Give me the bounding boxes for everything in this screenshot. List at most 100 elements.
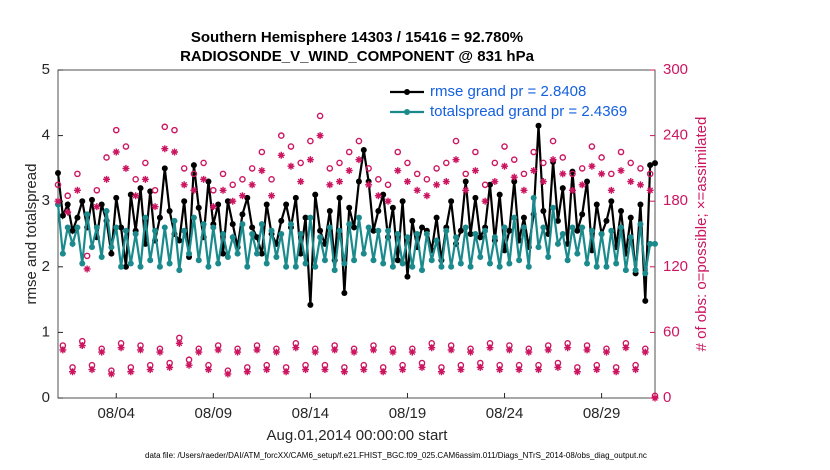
assimilated-marker (384, 197, 392, 205)
assimilated-marker (350, 348, 358, 356)
assimilated-marker (418, 363, 426, 371)
assimilated-marker (573, 368, 581, 376)
point (156, 263, 163, 270)
assimilated-marker (180, 181, 188, 189)
point (516, 257, 523, 264)
point (652, 160, 658, 167)
assimilated-marker (525, 348, 533, 356)
possible-marker (277, 132, 285, 139)
possible-marker (413, 170, 421, 178)
point (574, 227, 581, 234)
possible-marker (180, 165, 188, 172)
possible-marker (501, 143, 508, 150)
assimilated-marker (481, 197, 489, 205)
point (370, 257, 377, 264)
assimilated-marker (54, 197, 62, 205)
possible-marker (74, 170, 81, 178)
possible-marker (103, 154, 110, 161)
point (448, 263, 455, 270)
point (457, 227, 464, 234)
point (283, 263, 290, 270)
assimilated-marker (588, 162, 596, 170)
possible-marker (132, 176, 139, 183)
assimilated-marker (467, 348, 475, 356)
point (229, 221, 236, 228)
possible-marker (112, 126, 120, 134)
point (312, 263, 319, 270)
point (394, 257, 401, 264)
assimilated-marker (564, 344, 572, 352)
point (69, 227, 76, 234)
assimilated-marker (612, 368, 620, 376)
y-tick-label: 4 (42, 127, 50, 144)
assimilated-marker (59, 346, 67, 354)
possible-marker (287, 143, 295, 150)
possible-marker (462, 170, 470, 178)
point (249, 231, 256, 237)
point (122, 263, 129, 270)
point (113, 194, 120, 201)
point (249, 224, 256, 231)
assimilated-marker (360, 366, 368, 374)
point (598, 231, 605, 237)
x-tick-label: 08/09 (195, 405, 233, 422)
possible-marker (423, 176, 431, 183)
point (389, 204, 396, 211)
point (69, 240, 76, 247)
possible-marker (481, 181, 489, 189)
assimilated-marker (549, 156, 557, 164)
point (336, 227, 343, 234)
point (239, 211, 246, 218)
assimilated-marker (161, 145, 169, 153)
possible-marker (530, 148, 537, 156)
y2-tick-label: 240 (663, 127, 688, 144)
series-line (56, 125, 656, 305)
point (312, 191, 319, 198)
point (64, 201, 71, 208)
y2-tick-label: 300 (663, 61, 688, 78)
point (176, 237, 183, 244)
assimilated-marker (505, 346, 513, 354)
point (380, 191, 387, 198)
possible-marker (433, 165, 440, 172)
possible-marker (578, 165, 586, 172)
assimilated-marker (166, 363, 174, 371)
assimilated-marker (243, 368, 251, 376)
possible-marker (345, 148, 353, 156)
possible-marker (64, 192, 72, 200)
point (317, 227, 324, 234)
point (520, 214, 527, 221)
y2-tick-label: 180 (663, 192, 688, 209)
point (618, 224, 625, 231)
assimilated-marker (510, 173, 518, 181)
assimilated-marker (399, 366, 407, 374)
point (448, 198, 455, 205)
point (229, 234, 236, 241)
point (399, 198, 406, 205)
point (224, 253, 231, 260)
possible-marker (258, 148, 266, 156)
point (433, 237, 440, 244)
assimilated-marker (331, 346, 339, 354)
x-tick-label: 08/19 (389, 405, 427, 422)
assimilated-marker (234, 348, 242, 356)
assimilated-marker (578, 181, 586, 189)
point (419, 267, 426, 274)
possible-marker (491, 159, 499, 167)
footnote: data file: /Users/raeder/DAI/ATM_forcXX/… (145, 451, 647, 460)
point (525, 263, 532, 270)
point (647, 240, 654, 247)
point (443, 227, 450, 234)
point (297, 250, 304, 257)
assimilated-marker (185, 361, 193, 369)
point (419, 224, 426, 231)
point (482, 227, 489, 234)
chart-subtitle: RADIOSONDE_V_WIND_COMPONENT @ 831 hPa (180, 48, 535, 65)
assimilated-marker (641, 348, 649, 356)
point (108, 244, 115, 251)
assimilated-marker (496, 366, 504, 374)
possible-marker (229, 181, 237, 189)
assimilated-marker (321, 366, 329, 374)
assimilated-marker (107, 370, 115, 378)
